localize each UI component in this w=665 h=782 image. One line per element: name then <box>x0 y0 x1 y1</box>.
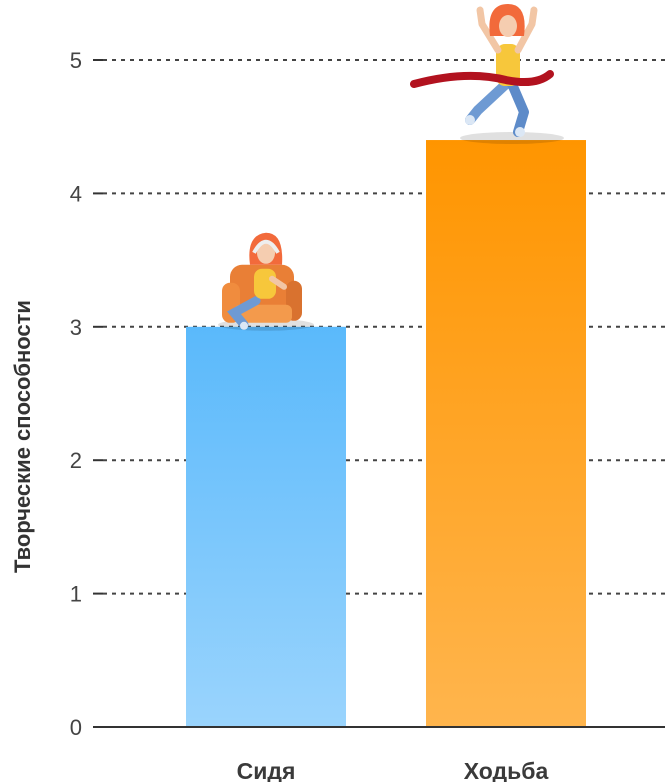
y-tick-label: 2 <box>70 448 82 473</box>
running-woman-finish-line-illustration <box>410 4 564 145</box>
y-tick-label: 5 <box>70 48 82 73</box>
y-axis-ticks: 0 1 2 3 4 5 <box>70 48 103 740</box>
woman-in-armchair-illustration <box>218 232 314 331</box>
x-axis-categories: Сидя Ходьба <box>237 758 549 782</box>
y-tick-label: 1 <box>70 582 82 607</box>
y-tick-label: 3 <box>70 315 82 340</box>
x-category-label: Ходьба <box>464 758 549 782</box>
bar-walking <box>426 140 586 728</box>
y-axis-label: Творческие способности <box>10 300 35 573</box>
y-tick-label: 4 <box>70 181 82 206</box>
y-tick-label: 0 <box>70 715 82 740</box>
bar-sitting <box>186 326 346 727</box>
bars <box>186 140 586 728</box>
x-category-label: Сидя <box>237 758 296 782</box>
